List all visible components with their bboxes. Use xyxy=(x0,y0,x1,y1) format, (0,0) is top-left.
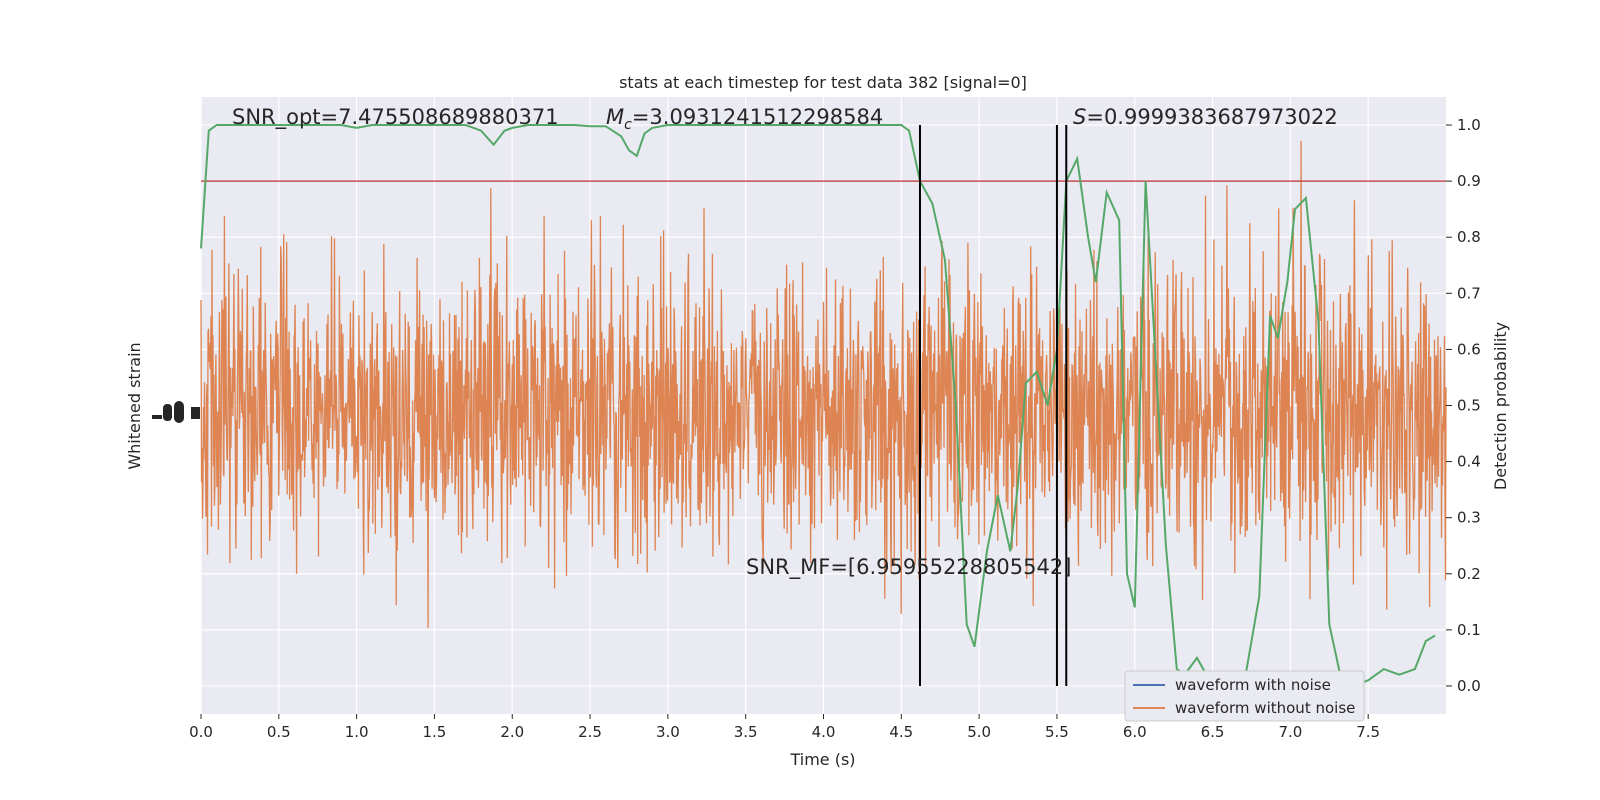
x-tick-label: 7.5 xyxy=(1356,723,1380,741)
x-tick-label: 3.0 xyxy=(656,723,680,741)
x-tick-label: 1.0 xyxy=(345,723,369,741)
probability-series xyxy=(200,124,1446,706)
x-tick-label: 2.5 xyxy=(578,723,602,741)
strain-line xyxy=(200,140,1447,628)
strain-series xyxy=(200,140,1447,628)
x-tick-label: 6.0 xyxy=(1123,723,1147,741)
annotation-mc: Mc=3.0931241512298584 xyxy=(606,105,883,133)
x-axis-ticks: 0.0 0.5 1.0 1.5 2.0 2.5 3.0 3.5 4.0 4.5 5.0 5.5 6.0 6… xyxy=(189,714,1380,741)
y-right-tick-label: 0.5 xyxy=(1457,397,1481,415)
legend: waveform with noise waveform without noi… xyxy=(1124,670,1365,722)
y-left-axis-label: Whitened strain xyxy=(125,342,144,469)
left-axis-tick-glyphs xyxy=(152,401,200,423)
y-right-axis-ticks: 0.0 0.1 0.2 0.3 0.4 0.5 0.6 0.7 0.8 0.9 1.0 xyxy=(1446,116,1481,695)
y-right-tick-label: 0.6 xyxy=(1457,340,1481,358)
detection-probability-line xyxy=(200,124,1436,706)
x-tick-label: 4.0 xyxy=(812,723,836,741)
x-tick-label: 7.0 xyxy=(1278,723,1302,741)
legend-label-clean: waveform without noise xyxy=(1175,699,1355,717)
x-tick-label: 2.0 xyxy=(500,723,524,741)
y-right-tick-label: 0.1 xyxy=(1457,621,1481,639)
x-tick-label: 4.5 xyxy=(889,723,913,741)
vertical-markers xyxy=(918,125,1068,686)
x-tick-label: 3.5 xyxy=(734,723,758,741)
x-tick-label: 6.5 xyxy=(1201,723,1225,741)
annotation-snr-opt: SNR_opt=7.475508689880371 xyxy=(232,105,559,130)
y-right-tick-label: 1.0 xyxy=(1457,116,1481,134)
x-tick-label: 0.0 xyxy=(189,723,213,741)
x-tick-label: 5.5 xyxy=(1045,723,1069,741)
x-tick-label: 1.5 xyxy=(423,723,447,741)
legend-label-noise: waveform with noise xyxy=(1175,676,1331,694)
y-right-tick-label: 0.2 xyxy=(1457,565,1481,583)
y-right-tick-label: 0.7 xyxy=(1457,284,1481,302)
y-right-tick-label: 0.3 xyxy=(1457,509,1481,527)
y-right-tick-label: 0.8 xyxy=(1457,228,1481,246)
y-right-tick-label: 0.4 xyxy=(1457,453,1481,471)
chart-title: stats at each timestep for test data 382… xyxy=(619,73,1027,92)
x-axis-label: Time (s) xyxy=(789,750,855,769)
y-right-axis-label: Detection probability xyxy=(1491,322,1510,490)
x-tick-label: 5.0 xyxy=(967,723,991,741)
x-tick-label: 0.5 xyxy=(267,723,291,741)
y-right-tick-label: 0.9 xyxy=(1457,172,1481,190)
annotation-s: S=0.9999383687973022 xyxy=(1073,105,1338,129)
legend-box xyxy=(1124,670,1365,722)
annotation-snr-mf: SNR_MF=[6.95955228805542] xyxy=(746,555,1071,580)
y-right-tick-label: 0.0 xyxy=(1457,677,1481,695)
